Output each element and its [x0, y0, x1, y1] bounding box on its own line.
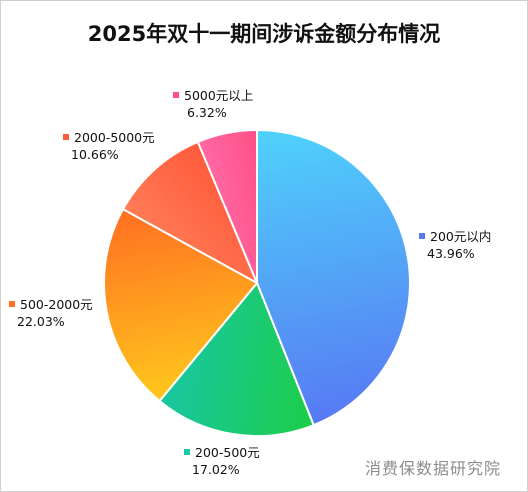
- slice-percent-label: 22.03%: [17, 314, 65, 329]
- slice-category-label: 2000-5000元: [74, 130, 155, 145]
- pie-slice-1: [256, 129, 411, 427]
- slice-category-label: 200元以内: [430, 229, 491, 244]
- slice-category-label: 200-500元: [195, 445, 260, 460]
- slice-percent-label: 6.32%: [187, 105, 227, 120]
- slice-category-label: 5000元以上: [184, 88, 253, 103]
- slice-label-2: 200-500元 17.02%: [184, 445, 260, 477]
- slice-marker-2: [184, 449, 190, 455]
- pie-slice-2: [158, 282, 315, 437]
- slice-marker-4: [63, 134, 69, 140]
- slice-percent-label: 17.02%: [192, 462, 240, 477]
- pie-slice-3: [103, 208, 258, 402]
- pie-slice-5: [196, 129, 258, 284]
- slice-label-3: 500-2000元 22.03%: [9, 297, 93, 329]
- chart-title: 2025年双十一期间涉诉金额分布情况: [87, 22, 441, 46]
- slice-label-1: 200元以内 43.96%: [419, 229, 491, 261]
- slice-label-4: 2000-5000元 10.66%: [63, 130, 155, 162]
- slice-category-label: 500-2000元: [20, 297, 93, 312]
- watermark: 消费保数据研究院: [364, 459, 501, 478]
- slice-label-5: 5000元以上 6.32%: [173, 88, 253, 120]
- slice-marker-1: [419, 233, 425, 239]
- slice-percent-label: 43.96%: [427, 246, 475, 261]
- pie-slice-4: [122, 140, 258, 284]
- slice-marker-3: [9, 301, 15, 307]
- slice-percent-label: 10.66%: [71, 147, 119, 162]
- slice-marker-5: [173, 92, 179, 98]
